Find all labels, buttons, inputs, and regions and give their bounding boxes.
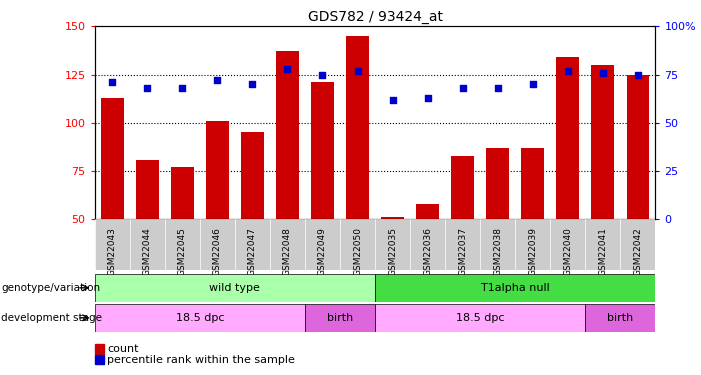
Text: GSM22045: GSM22045 xyxy=(178,227,186,276)
Bar xyxy=(241,132,264,219)
Bar xyxy=(416,204,439,219)
Text: GSM22035: GSM22035 xyxy=(388,227,397,276)
Bar xyxy=(95,274,375,302)
Point xyxy=(597,70,608,76)
Bar xyxy=(235,219,270,270)
Text: birth: birth xyxy=(607,313,634,323)
Text: 18.5 dpc: 18.5 dpc xyxy=(456,313,505,323)
Text: percentile rank within the sample: percentile rank within the sample xyxy=(107,355,295,364)
Point xyxy=(457,85,468,91)
Bar xyxy=(311,82,334,219)
Bar xyxy=(451,156,474,219)
Bar xyxy=(585,304,655,332)
Bar xyxy=(550,219,585,270)
Title: GDS782 / 93424_at: GDS782 / 93424_at xyxy=(308,10,442,24)
Text: GSM22046: GSM22046 xyxy=(213,227,222,276)
Point xyxy=(492,85,503,91)
Bar xyxy=(136,159,158,219)
Bar xyxy=(486,148,509,219)
Bar xyxy=(270,219,305,270)
Bar xyxy=(585,219,620,270)
Text: genotype/variation: genotype/variation xyxy=(1,283,100,293)
Bar xyxy=(346,36,369,219)
Point xyxy=(527,81,538,87)
Point xyxy=(247,81,258,87)
Text: 18.5 dpc: 18.5 dpc xyxy=(175,313,224,323)
Text: GSM22041: GSM22041 xyxy=(599,227,607,276)
Bar xyxy=(95,219,130,270)
Bar xyxy=(206,121,229,219)
Bar xyxy=(557,57,579,219)
Text: GSM22047: GSM22047 xyxy=(248,227,257,276)
Point xyxy=(387,97,398,103)
Bar xyxy=(480,219,515,270)
Text: T1alpha null: T1alpha null xyxy=(481,283,550,293)
Point xyxy=(212,77,223,83)
Text: GSM22049: GSM22049 xyxy=(318,227,327,276)
Point xyxy=(317,72,328,78)
Bar xyxy=(375,274,655,302)
Text: GSM22042: GSM22042 xyxy=(634,227,642,276)
Bar xyxy=(305,219,340,270)
Bar xyxy=(95,304,305,332)
Bar xyxy=(410,219,445,270)
Bar xyxy=(305,304,375,332)
Text: GSM22044: GSM22044 xyxy=(143,227,151,276)
Text: GSM22039: GSM22039 xyxy=(529,227,537,276)
Point xyxy=(142,85,153,91)
Text: birth: birth xyxy=(327,313,353,323)
Bar xyxy=(375,304,585,332)
Point xyxy=(632,72,644,78)
Text: GSM22038: GSM22038 xyxy=(494,227,502,276)
Text: GSM22048: GSM22048 xyxy=(283,227,292,276)
Bar xyxy=(381,217,404,219)
Bar xyxy=(165,219,200,270)
Text: GSM22050: GSM22050 xyxy=(353,227,362,276)
Text: count: count xyxy=(107,344,139,354)
Bar xyxy=(522,148,544,219)
Bar xyxy=(130,219,165,270)
Bar xyxy=(200,219,235,270)
Text: GSM22040: GSM22040 xyxy=(564,227,572,276)
Bar xyxy=(375,219,410,270)
Point xyxy=(352,68,363,74)
Bar xyxy=(445,219,480,270)
Text: GSM22043: GSM22043 xyxy=(108,227,116,276)
Bar xyxy=(171,167,193,219)
Point xyxy=(177,85,188,91)
Bar xyxy=(340,219,375,270)
Text: GSM22036: GSM22036 xyxy=(423,227,432,276)
Bar xyxy=(627,75,649,219)
Text: wild type: wild type xyxy=(210,283,260,293)
Bar xyxy=(101,98,123,219)
Point xyxy=(107,79,118,85)
Text: development stage: development stage xyxy=(1,313,102,323)
Bar xyxy=(592,65,614,219)
Point xyxy=(282,66,293,72)
Point xyxy=(422,95,433,101)
Bar xyxy=(276,51,299,219)
Text: GSM22037: GSM22037 xyxy=(458,227,467,276)
Bar xyxy=(620,219,655,270)
Bar xyxy=(515,219,550,270)
Point xyxy=(562,68,573,74)
